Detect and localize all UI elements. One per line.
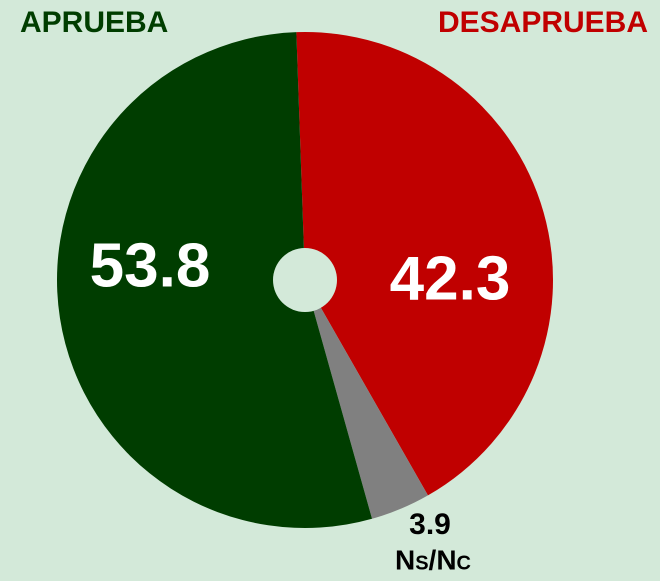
- category-header: APRUEBA: [20, 6, 168, 39]
- category-header: DESAPRUEBA: [438, 6, 648, 39]
- donut-hole: [273, 248, 337, 312]
- value-label: 42.3: [390, 244, 511, 313]
- pie-slice: [305, 280, 428, 519]
- category-label: Ns/Nc: [395, 544, 471, 575]
- value-label: 53.8: [90, 231, 211, 300]
- pie-slice: [57, 32, 373, 528]
- value-label: 3.9: [409, 508, 451, 541]
- pie-slice: [296, 32, 553, 496]
